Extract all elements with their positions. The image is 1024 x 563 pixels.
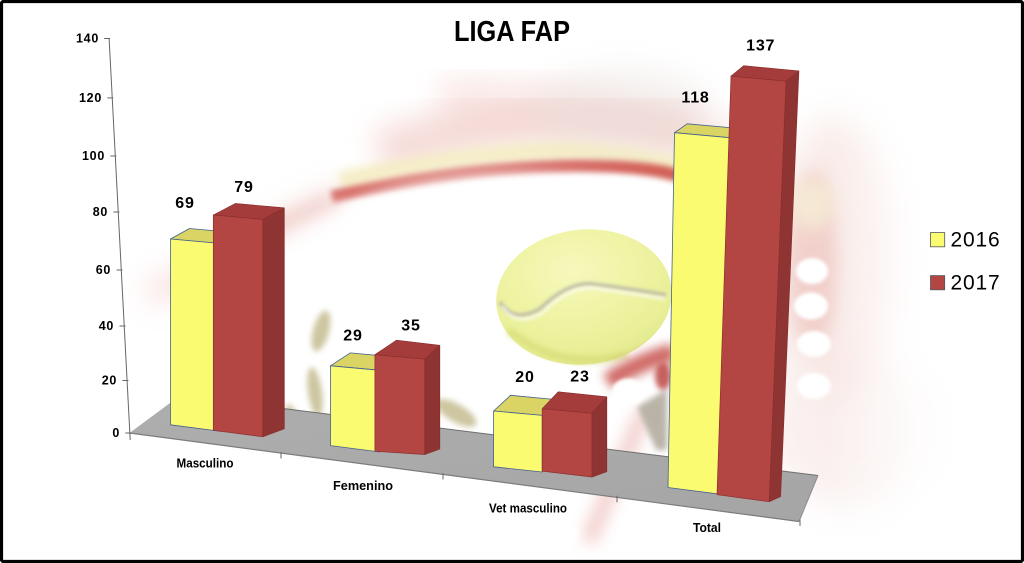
svg-text:Femenino: Femenino <box>333 479 393 493</box>
svg-text:120: 120 <box>79 91 102 105</box>
svg-text:118: 118 <box>681 90 709 107</box>
svg-text:60: 60 <box>96 263 111 277</box>
svg-text:80: 80 <box>93 205 108 219</box>
svg-text:LIGA FAP: LIGA FAP <box>454 16 570 48</box>
svg-text:2016: 2016 <box>951 229 1001 252</box>
svg-text:79: 79 <box>234 179 253 196</box>
svg-text:29: 29 <box>343 328 362 345</box>
svg-text:35: 35 <box>401 318 420 335</box>
svg-text:23: 23 <box>570 369 589 386</box>
svg-text:137: 137 <box>746 38 775 55</box>
svg-text:20: 20 <box>102 374 117 388</box>
svg-text:100: 100 <box>82 149 105 163</box>
svg-text:140: 140 <box>76 32 99 46</box>
svg-text:2017: 2017 <box>951 272 1001 295</box>
svg-text:20: 20 <box>515 369 534 386</box>
svg-text:Total: Total <box>693 521 721 535</box>
svg-text:0: 0 <box>112 426 120 440</box>
svg-text:69: 69 <box>175 195 194 212</box>
svg-text:40: 40 <box>99 319 114 333</box>
svg-text:Vet masculino: Vet masculino <box>489 502 567 516</box>
svg-text:Masculino: Masculino <box>177 457 234 471</box>
